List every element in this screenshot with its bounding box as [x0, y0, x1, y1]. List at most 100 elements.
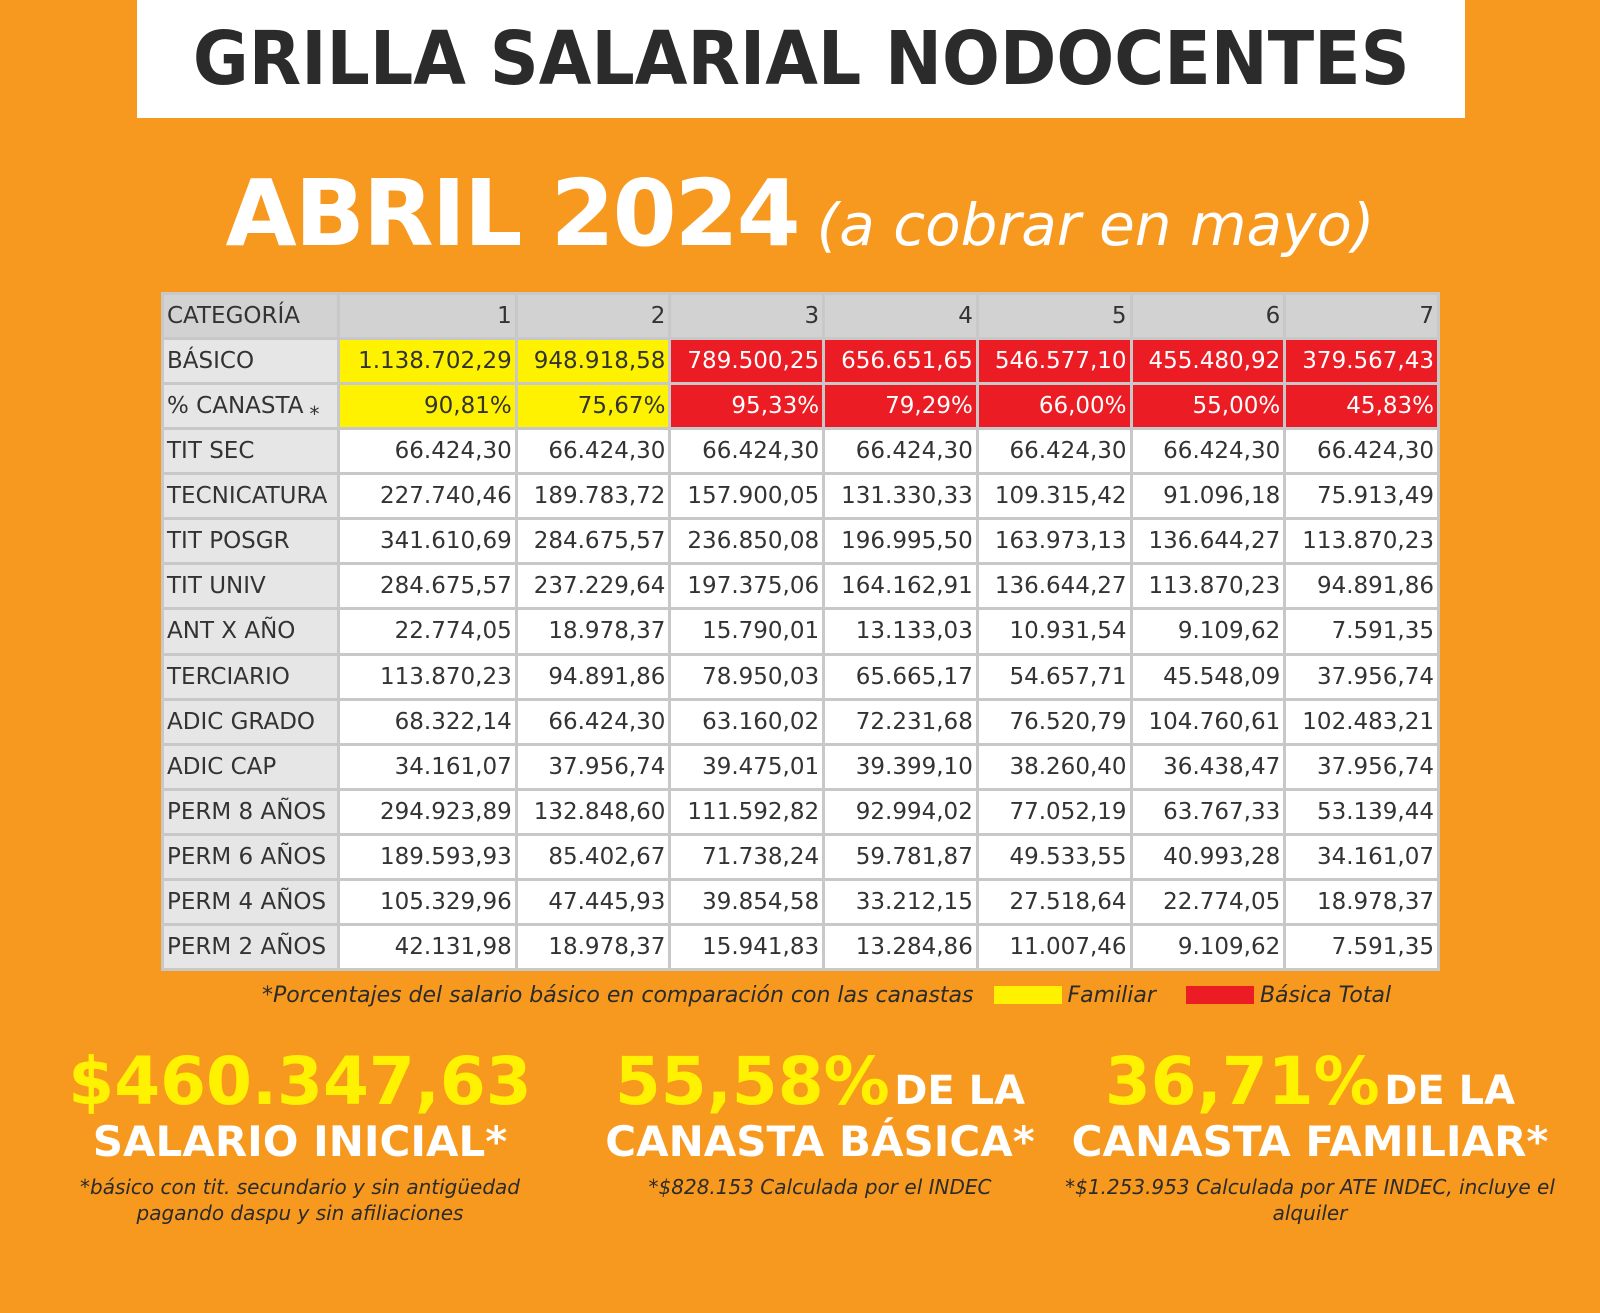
header-cell-category: CATEGORÍA: [164, 295, 337, 338]
table-cell: 13.284,86: [825, 925, 976, 968]
period-label: ABRIL 2024: [225, 160, 801, 267]
row-label-cell: % CANASTA *: [164, 385, 337, 428]
table-cell: 15.941,83: [671, 925, 823, 968]
table-cell: 131.330,33: [825, 475, 976, 518]
legend-label-familiar: Familiar: [1067, 982, 1156, 1008]
table-cell: 34.161,07: [1286, 835, 1437, 878]
page-title: GRILLA SALARIAL NODOCENTES: [192, 16, 1410, 102]
table-cell: 66.424,30: [671, 430, 823, 473]
table-cell: 656.651,65: [825, 340, 976, 383]
table-cell: 284.675,57: [517, 520, 669, 563]
row-label: TECNICATURA: [167, 483, 328, 510]
table-cell: 15.790,01: [671, 610, 823, 653]
table-cell: 85.402,67: [517, 835, 669, 878]
table-cell: 27.518,64: [978, 880, 1130, 923]
table-cell: 71.738,24: [671, 835, 823, 878]
table-cell: 157.900,05: [671, 475, 823, 518]
table-cell: 66.424,30: [340, 430, 515, 473]
table-cell: 47.445,93: [517, 880, 669, 923]
table-cell: 7.591,35: [1286, 925, 1437, 968]
row-label-cell: ADIC GRADO: [164, 700, 337, 743]
table-cell: 39.854,58: [671, 880, 823, 923]
table-row: TERCIARIO 113.870,23 94.891,86 78.950,03 65.…: [164, 655, 1437, 698]
legend-label-basica: Básica Total: [1259, 982, 1392, 1008]
table-cell: 66.424,30: [978, 430, 1130, 473]
stat-label: CANASTA BÁSICA*: [605, 1117, 1035, 1166]
row-label-cell: TIT SEC: [164, 430, 337, 473]
table-cell: 92.994,02: [825, 790, 976, 833]
table-cell: 7.591,35: [1286, 610, 1437, 653]
row-label: TIT UNIV: [167, 573, 266, 600]
table-cell: 18.978,37: [517, 610, 669, 653]
stat-label-inline: DE LA: [1384, 1068, 1516, 1114]
row-label-mark: *: [309, 402, 320, 427]
table-cell: 11.007,46: [978, 925, 1130, 968]
table-row: ANT X AÑO 22.774,05 18.978,37 15.790,01 13.1…: [164, 610, 1437, 653]
period-heading: ABRIL 2024 (a cobrar en mayo): [0, 160, 1600, 270]
table-cell: 294.923,89: [340, 790, 515, 833]
table-cell: 65.665,17: [825, 655, 976, 698]
table-cell: 10.931,54: [978, 610, 1130, 653]
table-cell: 39.399,10: [825, 745, 976, 788]
row-label: PERM 4 AÑOS: [167, 888, 327, 915]
header-cell-7: 7: [1286, 295, 1437, 338]
table-cell: 379.567,43: [1286, 340, 1437, 383]
table-row: PERM 4 AÑOS 105.329,96 47.445,93 39.854,58 3…: [164, 880, 1437, 923]
salary-table: CATEGORÍA 1 2 3 4 5 6 7 BÁSICO 1.138.702,29 948.91…: [161, 292, 1440, 971]
table-cell: 34.161,07: [340, 745, 515, 788]
stat-canasta-basica: 55,58% DE LA CANASTA BÁSICA* *$828.153 C…: [590, 1046, 1050, 1200]
row-label: ADIC GRADO: [167, 708, 316, 735]
table-cell: 95,33%: [671, 385, 823, 428]
header-cell-4: 4: [825, 295, 976, 338]
table-cell: 45.548,09: [1132, 655, 1284, 698]
table-cell: 789.500,25: [671, 340, 823, 383]
stat-note-line: pagando daspu y sin afiliaciones: [136, 1201, 464, 1225]
table-cell: 37.956,74: [1286, 655, 1437, 698]
table-cell: 66.424,30: [825, 430, 976, 473]
table-cell: 189.783,72: [517, 475, 669, 518]
row-label-cell: PERM 2 AÑOS: [164, 925, 337, 968]
table-cell: 113.870,23: [340, 655, 515, 698]
table-cell: 76.520,79: [978, 700, 1130, 743]
table-cell: 72.231,68: [825, 700, 976, 743]
row-label: TIT SEC: [167, 438, 255, 465]
table-cell: 455.480,92: [1132, 340, 1284, 383]
table-cell: 49.533,55: [978, 835, 1130, 878]
table-cell: 94.891,86: [1286, 565, 1437, 608]
table-cell: 18.978,37: [1286, 880, 1437, 923]
table-cell: 163.973,13: [978, 520, 1130, 563]
table-row: % CANASTA * 90,81% 75,67% 95,33% 79,29% 66,00%…: [164, 385, 1437, 428]
table-cell: 66.424,30: [517, 700, 669, 743]
table-cell: 66.424,30: [1286, 430, 1437, 473]
period-note: (a cobrar en mayo): [816, 191, 1375, 259]
table-cell: 102.483,21: [1286, 700, 1437, 743]
header-cell-6: 6: [1132, 295, 1284, 338]
table-cell: 40.993,28: [1132, 835, 1284, 878]
table-cell: 68.322,14: [340, 700, 515, 743]
stat-canasta-familiar: 36,71% DE LA CANASTA FAMILIAR* *$1.253.9…: [1030, 1046, 1590, 1226]
table-cell: 104.760,61: [1132, 700, 1284, 743]
table-cell: 136.644,27: [978, 565, 1130, 608]
stat-value: $460.347,63: [68, 1043, 532, 1120]
table-cell: 197.375,06: [671, 565, 823, 608]
table-cell: 1.138.702,29: [340, 340, 515, 383]
table-cell: 63.767,33: [1132, 790, 1284, 833]
table-cell: 22.774,05: [340, 610, 515, 653]
header-cell-5: 5: [978, 295, 1130, 338]
row-label: PERM 8 AÑOS: [167, 798, 327, 825]
stat-label-inline: DE LA: [894, 1068, 1026, 1114]
table-cell: 189.593,93: [340, 835, 515, 878]
row-label-cell: TERCIARIO: [164, 655, 337, 698]
row-label-cell: PERM 6 AÑOS: [164, 835, 337, 878]
table-cell: 42.131,98: [340, 925, 515, 968]
title-banner: GRILLA SALARIAL NODOCENTES: [137, 0, 1465, 118]
table-row: TIT POSGR 341.610,69 284.675,57 236.850,08 1…: [164, 520, 1437, 563]
table-cell: 37.956,74: [1286, 745, 1437, 788]
table-cell: 53.139,44: [1286, 790, 1437, 833]
table-cell: 236.850,08: [671, 520, 823, 563]
table-cell: 94.891,86: [517, 655, 669, 698]
table-cell: 22.774,05: [1132, 880, 1284, 923]
table-row: TIT SEC 66.424,30 66.424,30 66.424,30 66.424…: [164, 430, 1437, 473]
table-cell: 66.424,30: [1132, 430, 1284, 473]
table-row: BÁSICO 1.138.702,29 948.918,58 789.500,25 65…: [164, 340, 1437, 383]
